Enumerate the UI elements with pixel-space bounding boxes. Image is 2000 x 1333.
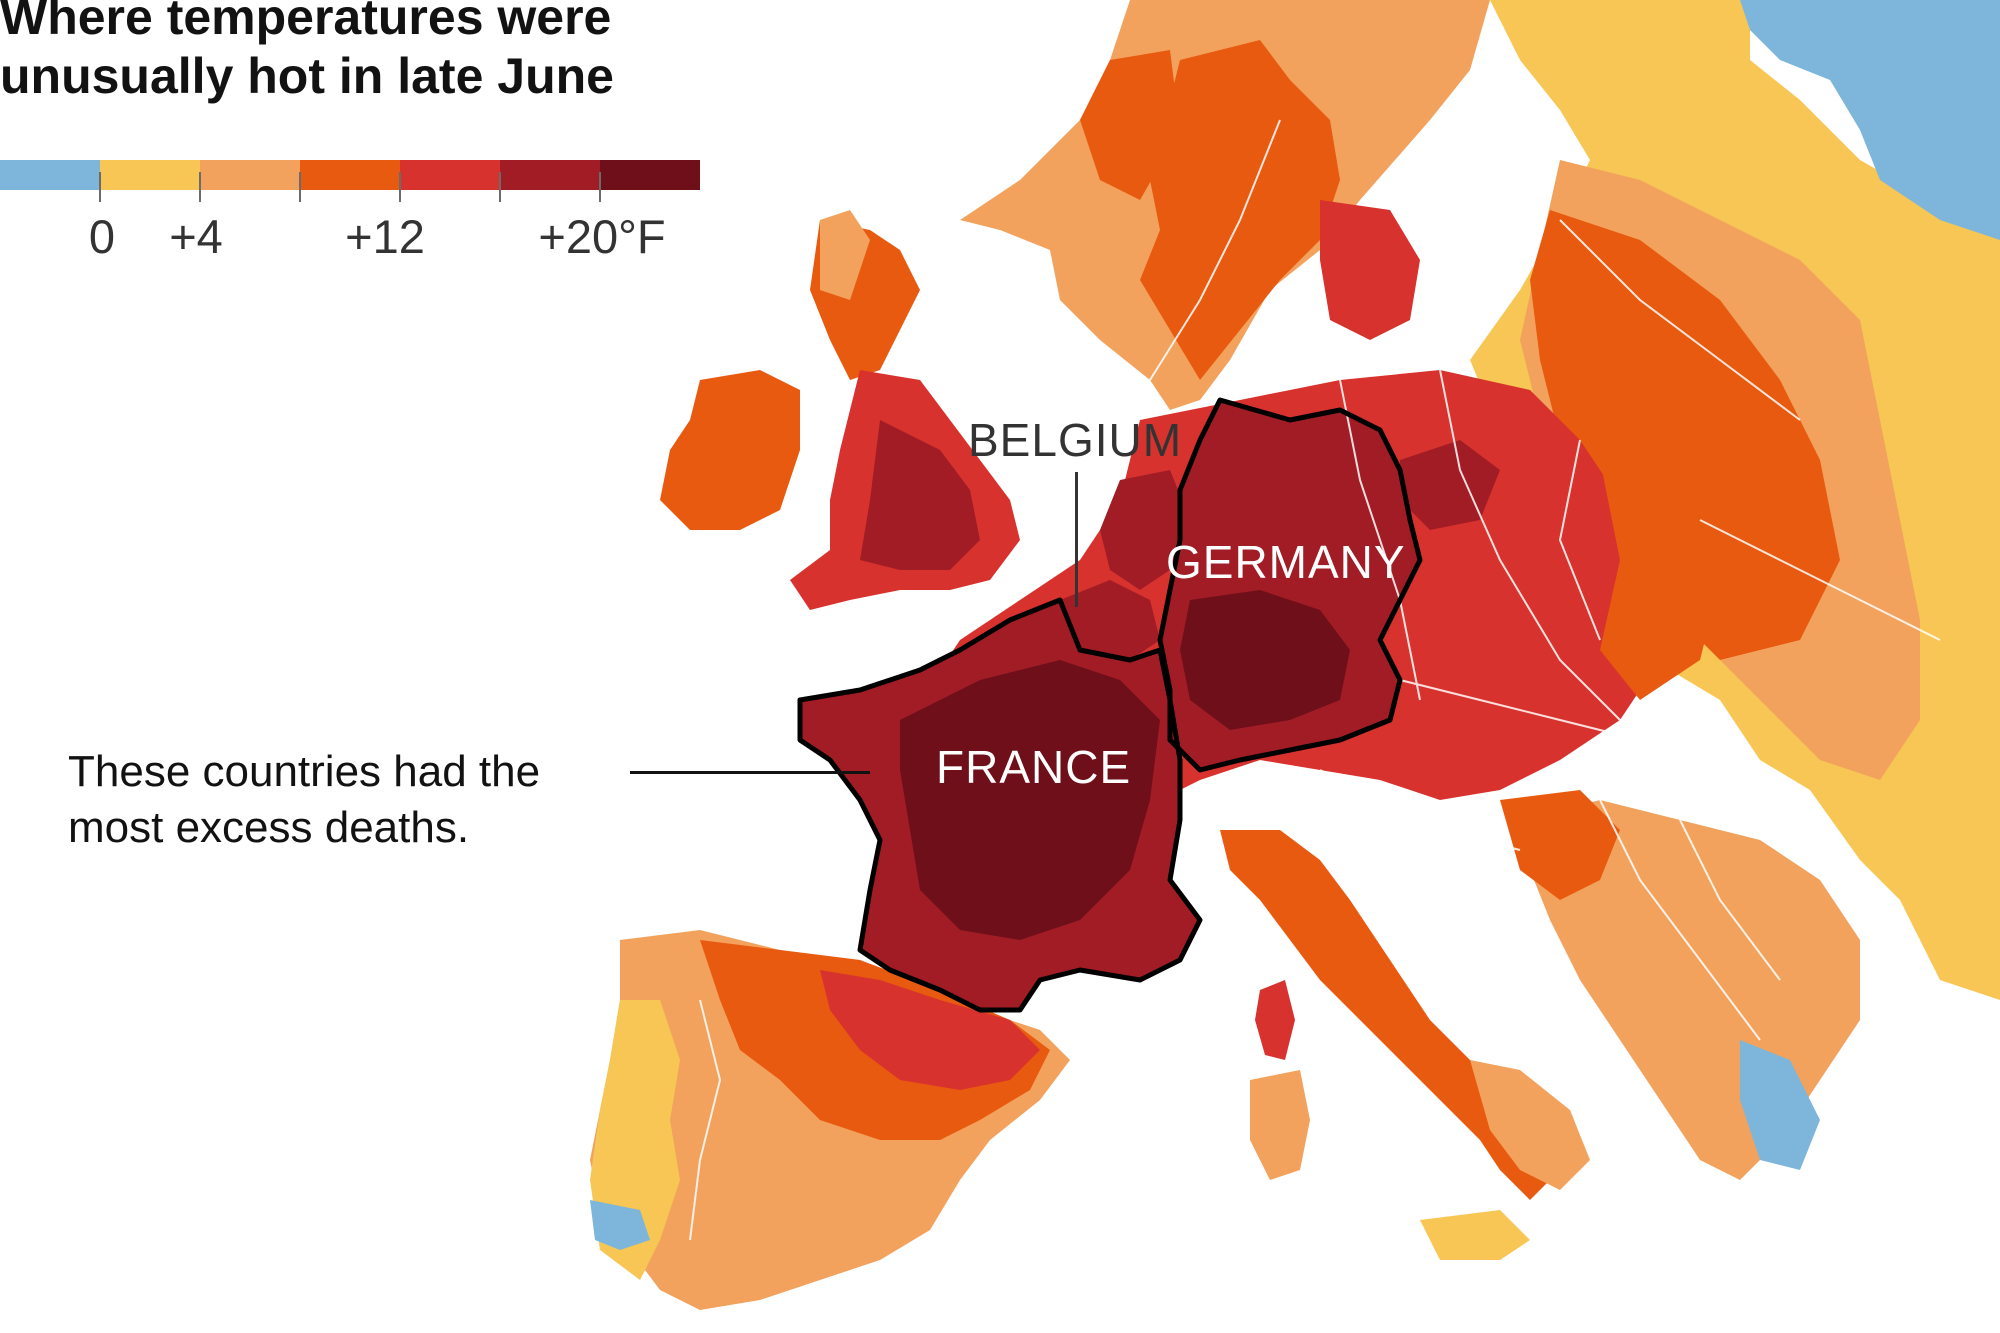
france-outline — [797, 597, 1203, 1013]
legend-swatch — [500, 160, 600, 190]
france-label: FRANCE — [936, 741, 1132, 793]
region-sweden-south — [1320, 200, 1420, 340]
region-corsica — [1255, 980, 1295, 1060]
region-east-hot — [1600, 460, 1720, 700]
legend-label-0: 0 — [88, 210, 116, 263]
region-ireland — [660, 370, 800, 530]
region-belgium — [1060, 580, 1160, 660]
legend-tick — [99, 172, 101, 202]
belgium-label: BELGIUM — [968, 414, 1183, 466]
region-balkans-hot — [1500, 790, 1620, 900]
region-france-hot — [900, 660, 1160, 940]
region-spain-ne-hot — [820, 970, 1040, 1090]
region-scotland-north — [820, 210, 870, 300]
legend-swatch — [200, 160, 300, 190]
map-title: Where temperatures were unusually hot in… — [0, 0, 614, 104]
region-baltic-hot — [1530, 210, 1840, 660]
legend-swatch — [0, 160, 100, 190]
color-legend: 0 +4 +12 +20°F — [0, 160, 700, 262]
region-portugal-cold — [590, 1200, 650, 1250]
legend-tick — [499, 172, 501, 202]
legend-swatch — [600, 160, 700, 190]
annotation-text: These countries had the most excess deat… — [68, 747, 541, 852]
region-russia-cold — [1740, 0, 2000, 240]
annotation-leader-line — [630, 771, 870, 774]
highlight-outlines — [797, 397, 1423, 1013]
country-borders — [689, 119, 1941, 1241]
legend-tick — [299, 172, 301, 202]
legend-label-12: +12 — [345, 210, 425, 263]
legend-swatch — [400, 160, 500, 190]
region-germany-hot — [1180, 590, 1350, 730]
region-netherlands — [1100, 470, 1190, 590]
region-norway-west — [1080, 50, 1180, 200]
legend-bar — [0, 160, 700, 190]
region-italy — [1220, 830, 1560, 1200]
legend-swatch — [300, 160, 400, 190]
region-poland-hot — [1400, 440, 1500, 530]
region-sicily — [1420, 1210, 1530, 1260]
germany-label: GERMANY — [1166, 536, 1406, 588]
region-england-hot — [860, 420, 980, 570]
region-greece-cold — [1740, 1040, 1820, 1170]
legend-label-20: +20°F — [538, 210, 666, 263]
legend-label-4: +4 — [169, 210, 223, 263]
belgium-leader-line — [1075, 472, 1078, 607]
region-italy-south — [1470, 1060, 1590, 1190]
legend-tick — [199, 172, 201, 202]
germany-outline — [1157, 397, 1423, 773]
region-norway-south — [1140, 40, 1340, 380]
legend-tick — [399, 172, 401, 202]
legend-swatch — [100, 160, 200, 190]
region-sardinia — [1250, 1070, 1310, 1180]
legend-tick — [599, 172, 601, 202]
